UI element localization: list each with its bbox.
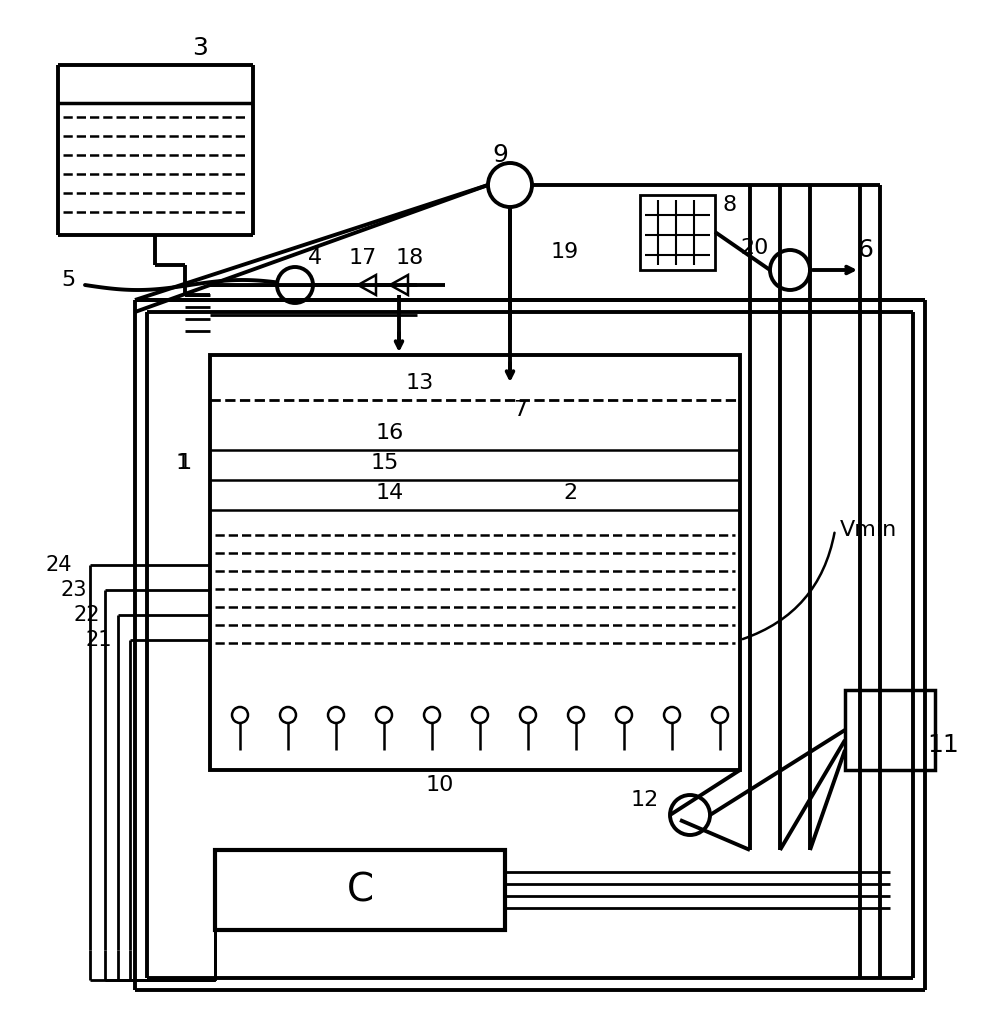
- Text: 13: 13: [406, 373, 434, 393]
- Circle shape: [232, 707, 248, 723]
- Circle shape: [568, 707, 584, 723]
- Circle shape: [770, 250, 810, 290]
- Text: 5: 5: [61, 270, 75, 290]
- Circle shape: [520, 707, 536, 723]
- Circle shape: [277, 267, 313, 303]
- Text: 18: 18: [396, 248, 424, 268]
- Text: Vmin: Vmin: [840, 520, 898, 540]
- Circle shape: [664, 707, 680, 723]
- Polygon shape: [358, 275, 376, 295]
- Circle shape: [472, 707, 488, 723]
- Text: 8: 8: [723, 195, 737, 215]
- Text: 16: 16: [376, 423, 404, 443]
- Text: 14: 14: [376, 483, 404, 503]
- Circle shape: [280, 707, 296, 723]
- Text: 9: 9: [493, 143, 508, 167]
- Bar: [210, 355, 740, 770]
- Bar: [845, 690, 935, 770]
- Text: 2: 2: [563, 483, 577, 503]
- Text: 21: 21: [85, 630, 112, 650]
- Circle shape: [376, 707, 392, 723]
- Bar: [640, 195, 715, 270]
- Circle shape: [328, 707, 344, 723]
- Bar: [215, 850, 505, 930]
- Text: 3: 3: [192, 36, 208, 60]
- Text: 12: 12: [631, 790, 659, 810]
- Circle shape: [712, 707, 728, 723]
- Polygon shape: [390, 275, 408, 295]
- Text: C: C: [347, 871, 373, 909]
- Text: 1: 1: [178, 453, 192, 473]
- Text: 6: 6: [857, 238, 873, 262]
- Text: 7: 7: [513, 400, 527, 420]
- Text: 22: 22: [73, 605, 100, 625]
- Text: 11: 11: [927, 733, 959, 757]
- Text: 4: 4: [308, 248, 322, 268]
- Text: 19: 19: [551, 242, 579, 262]
- Circle shape: [488, 163, 532, 207]
- Circle shape: [424, 707, 440, 723]
- Text: 24: 24: [46, 555, 72, 575]
- Text: 20: 20: [741, 238, 770, 258]
- Text: 15: 15: [370, 453, 399, 473]
- Text: 10: 10: [426, 775, 454, 795]
- Text: 17: 17: [349, 248, 377, 268]
- Circle shape: [670, 795, 710, 835]
- Text: 23: 23: [61, 580, 87, 600]
- Text: 1: 1: [176, 453, 190, 473]
- Circle shape: [616, 707, 632, 723]
